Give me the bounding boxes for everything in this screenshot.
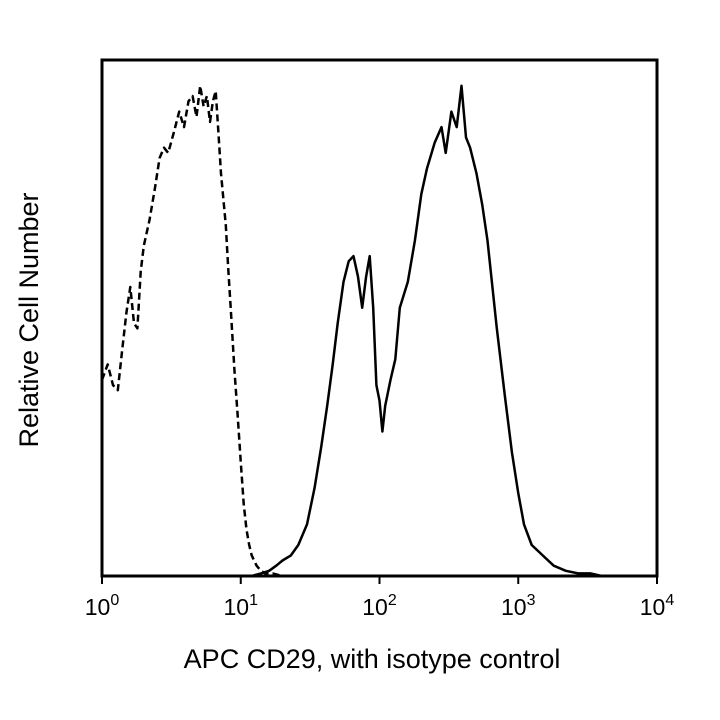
x-axis-title: APC CD29, with isotype control [184,644,561,674]
cd29-histogram-line [240,84,603,578]
x-tick-label: 104 [640,592,675,620]
x-tick-label: 102 [362,592,397,620]
y-axis-title: Relative Cell Number [14,192,44,447]
x-tick-label: 101 [224,592,259,620]
x-tick-label: 103 [501,592,536,620]
x-tick-label: 100 [85,592,120,620]
plot-frame [100,58,659,578]
